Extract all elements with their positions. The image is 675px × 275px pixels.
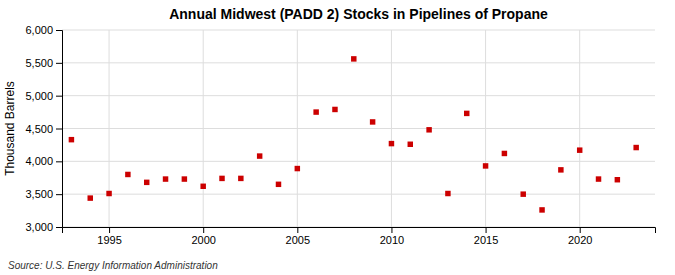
chart: 1995 2000 2005 2010 2015 2020 3,000 3,500 4,000 4… (0, 0, 675, 275)
point (389, 141, 394, 146)
point (144, 180, 149, 185)
point (464, 111, 469, 116)
tick-label: 5,500 (25, 57, 53, 69)
point (163, 176, 168, 181)
tick: 4,500 (25, 123, 62, 135)
grid-line (62, 194, 655, 195)
points (69, 56, 639, 213)
tick-mark (56, 194, 62, 195)
tick-label: 4,500 (25, 123, 53, 135)
tick: 2015 (474, 227, 498, 246)
tick-mark (297, 227, 298, 233)
point (257, 153, 262, 158)
tick: 3,000 (25, 221, 62, 233)
tick-label: 3,000 (25, 221, 53, 233)
tick-label: 2000 (191, 234, 215, 246)
tick: 2010 (380, 227, 404, 246)
point (106, 191, 111, 196)
point (87, 195, 92, 200)
tick: 5,000 (25, 90, 62, 102)
grid-line (485, 30, 486, 227)
point (502, 151, 507, 156)
point (200, 184, 205, 189)
point (615, 177, 620, 182)
grid (62, 30, 655, 227)
point (408, 142, 413, 147)
point (483, 163, 488, 168)
y-axis-label: Thousand Barrels (3, 81, 17, 176)
point (295, 166, 300, 171)
grid-line (203, 30, 204, 227)
point (332, 107, 337, 112)
point (351, 56, 356, 61)
tick: 2000 (191, 227, 215, 246)
tick-mark (56, 96, 62, 97)
tick-mark (56, 129, 62, 130)
x-axis: 1995 2000 2005 2010 2015 2020 (63, 227, 656, 246)
tick: 3,500 (25, 188, 62, 200)
point (577, 147, 582, 152)
point (558, 167, 563, 172)
grid-line (62, 30, 655, 31)
point (182, 176, 187, 181)
tick-label: 6,000 (25, 24, 53, 36)
tick: 1995 (97, 227, 121, 246)
point (125, 172, 130, 177)
point (426, 127, 431, 132)
annotation: Source: U.S. Energy Information Administ… (8, 260, 218, 271)
point (633, 145, 638, 150)
point (238, 176, 243, 181)
axis-line (56, 31, 63, 228)
title: Annual Midwest (PADD 2) Stocks in Pipeli… (169, 6, 548, 22)
tick-mark (56, 227, 62, 228)
tick-mark (391, 227, 392, 233)
tick: 5,500 (25, 57, 62, 69)
point (219, 176, 224, 181)
tick-label: 2010 (380, 234, 404, 246)
plot: 1995 2000 2005 2010 2015 2020 3,000 3,500 4,000 4… (25, 24, 655, 246)
tick: 6,000 (25, 24, 62, 36)
y-axis: 3,000 3,500 4,000 4,500 5,000 5,500 6,000 (25, 24, 62, 233)
tick-mark (56, 63, 62, 64)
grid-line (62, 95, 655, 96)
tick-label: 2015 (474, 234, 498, 246)
point (539, 207, 544, 212)
point (445, 191, 450, 196)
tick-label: 2020 (568, 234, 592, 246)
tick-mark (56, 161, 62, 162)
tick-mark (109, 227, 110, 233)
grid-line (297, 30, 298, 227)
tick-label: 5,000 (25, 90, 53, 102)
grid-line (579, 30, 580, 227)
tick-label: 2005 (286, 234, 310, 246)
point (520, 191, 525, 196)
point (69, 137, 74, 142)
tick: 2020 (568, 227, 592, 246)
grid-line (391, 30, 392, 227)
grid-line (109, 30, 110, 227)
point (596, 176, 601, 181)
tick-mark (203, 227, 204, 233)
point (276, 182, 281, 187)
tick-mark (486, 227, 487, 233)
tick: 4,000 (25, 155, 62, 167)
tick-label: 1995 (97, 234, 121, 246)
grid-line (62, 128, 655, 129)
tick-label: 4,000 (25, 155, 53, 167)
tick-mark (56, 30, 62, 31)
axis-line (63, 228, 656, 234)
point (313, 109, 318, 114)
tick-mark (580, 227, 581, 233)
point (370, 119, 375, 124)
grid-line (62, 62, 655, 63)
tick: 2005 (286, 227, 310, 246)
grid-line (62, 161, 655, 162)
tick-label: 3,500 (25, 188, 53, 200)
